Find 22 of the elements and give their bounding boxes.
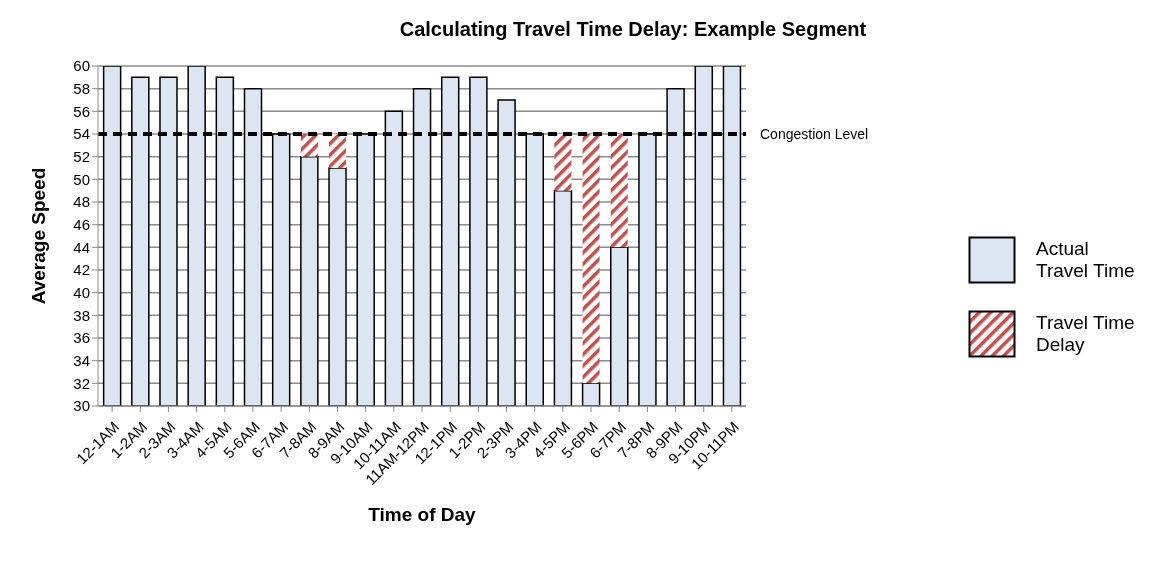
y-tick-label: 56 <box>73 102 90 120</box>
x-axis-title: Time of Day <box>368 504 477 525</box>
y-tick-label: 54 <box>73 125 90 143</box>
y-tick-label: 52 <box>73 147 90 165</box>
y-tick-label: 34 <box>73 351 90 369</box>
y-tick-label: 32 <box>73 374 90 392</box>
y-tick-label: 30 <box>73 397 90 415</box>
y-tick-label: 46 <box>73 215 90 233</box>
chart-title: Calculating Travel Time Delay: Example Segment <box>398 17 868 42</box>
y-tick-label: 40 <box>73 283 90 301</box>
y-axis-title: Average Speed <box>27 167 49 305</box>
y-tick-label: 38 <box>73 306 90 324</box>
y-tick-label: 48 <box>73 193 90 211</box>
ref-line-label: Congestion Level <box>760 125 869 142</box>
legend-label: Actual Travel Time <box>1036 238 1136 282</box>
y-tick-label: 44 <box>73 238 90 256</box>
y-tick-label: 58 <box>73 79 90 97</box>
y-tick-label: 42 <box>73 261 90 279</box>
y-tick-label: 60 <box>73 57 90 75</box>
y-tick-label: 36 <box>73 329 90 347</box>
legend-label: Travel Time Delay <box>1036 312 1136 356</box>
y-tick-label: 50 <box>73 170 90 188</box>
